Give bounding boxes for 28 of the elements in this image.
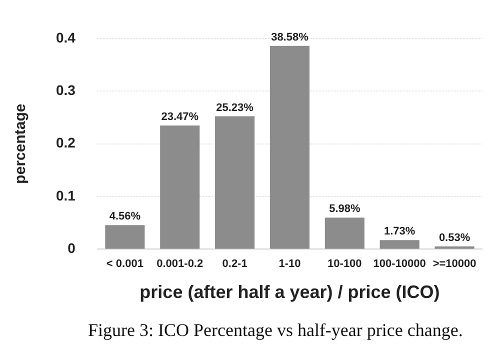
bar — [270, 46, 310, 249]
y-tick-label: 0.4 — [56, 29, 76, 46]
x-tick-label: 100-10000 — [373, 258, 426, 270]
data-label: 38.58% — [271, 31, 309, 44]
data-label: 4.56% — [109, 210, 141, 223]
bar — [324, 218, 364, 249]
y-axis-title: percentage — [12, 104, 30, 184]
x-tick-label: >=10000 — [432, 258, 476, 270]
x-tick-label: 1-10 — [278, 258, 301, 270]
x-tick-label: 10-100 — [328, 258, 362, 270]
bar — [160, 126, 200, 249]
caption: Figure 3: ICO Percentage vs half-year price change. — [87, 320, 464, 341]
x-tick-label: 0.001-0.2 — [156, 258, 204, 270]
data-label: 0.53% — [438, 232, 470, 244]
y-tick-label: 0.1 — [56, 187, 76, 204]
data-label: 1.73% — [384, 226, 416, 238]
x-tick-label: < 0.001 — [106, 258, 144, 270]
data-label: 5.98% — [329, 203, 360, 216]
y-tick-label: 0.3 — [56, 82, 76, 98]
data-label: 23.47% — [161, 111, 199, 124]
x-axis-title: price (after half a year) / price (ICO) — [140, 282, 440, 302]
x-tick-label: 0.2-1 — [222, 258, 248, 270]
bar — [105, 225, 145, 249]
bar — [215, 116, 255, 249]
data-label: 25.23% — [216, 102, 254, 114]
y-tick-label: 0 — [68, 240, 76, 256]
bar — [380, 240, 420, 249]
y-tick-label: 0.2 — [56, 134, 76, 151]
